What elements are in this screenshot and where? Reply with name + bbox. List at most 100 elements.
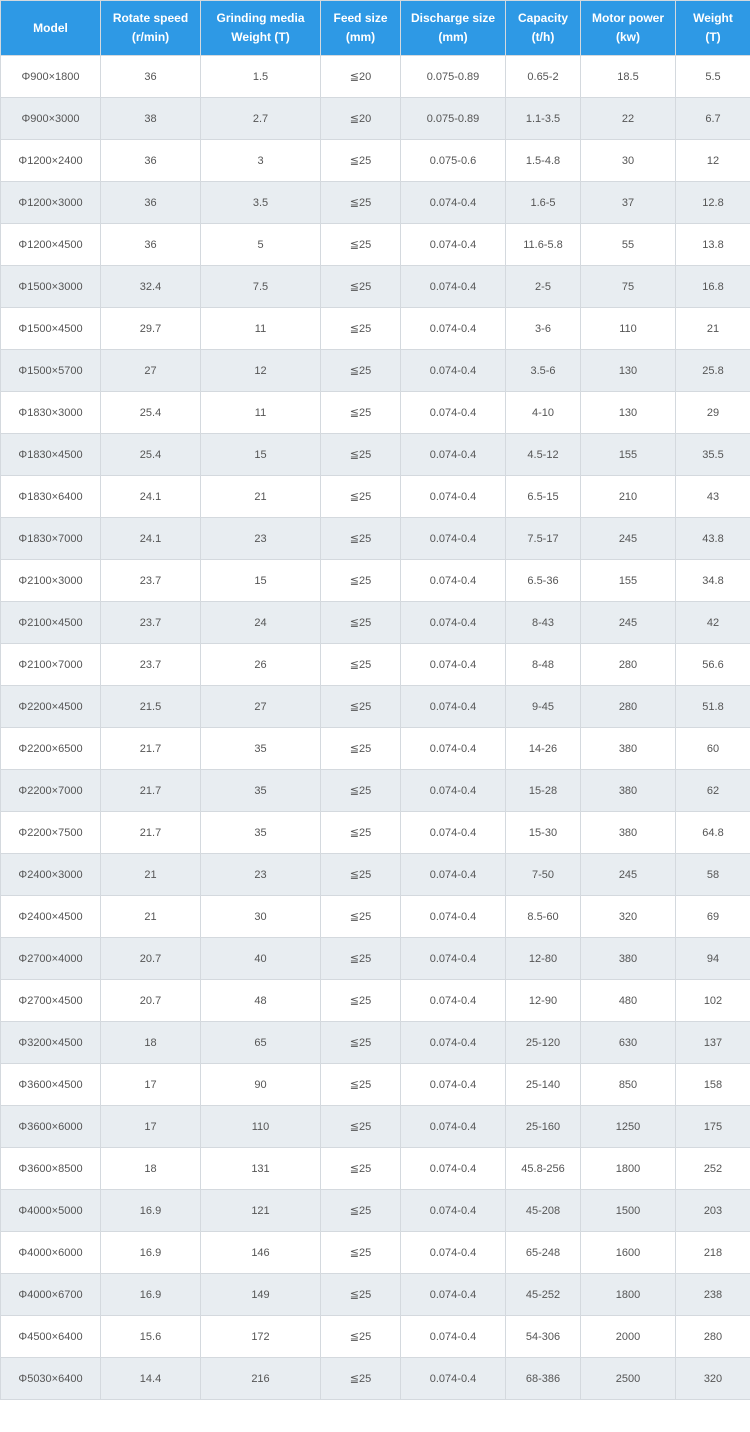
table-cell: 17 <box>101 1064 201 1106</box>
table-cell: 21 <box>101 854 201 896</box>
table-cell: 110 <box>581 308 676 350</box>
table-cell: ≦25 <box>321 644 401 686</box>
table-cell: 16.9 <box>101 1190 201 1232</box>
table-row: Φ3600×850018131≦250.074-0.445.8-25618002… <box>1 1148 750 1190</box>
table-cell: 480 <box>581 980 676 1022</box>
table-cell: 18 <box>101 1022 201 1064</box>
table-cell: 158 <box>676 1064 750 1106</box>
table-cell: 850 <box>581 1064 676 1106</box>
table-cell: Φ900×3000 <box>1 98 101 140</box>
table-cell: 68-386 <box>506 1358 581 1400</box>
table-cell: Φ2400×3000 <box>1 854 101 896</box>
table-cell: 29.7 <box>101 308 201 350</box>
table-cell: Φ900×1800 <box>1 56 101 98</box>
header-unit: (kw) <box>616 30 640 44</box>
table-cell: 23.7 <box>101 602 201 644</box>
table-cell: 24.1 <box>101 518 201 560</box>
table-cell: 65-248 <box>506 1232 581 1274</box>
table-cell: 0.075-0.6 <box>401 140 506 182</box>
table-row: Φ3600×600017110≦250.074-0.425-1601250175 <box>1 1106 750 1148</box>
table-cell: 3-6 <box>506 308 581 350</box>
table-cell: 320 <box>676 1358 750 1400</box>
table-cell: Φ1830×4500 <box>1 434 101 476</box>
table-cell: ≦25 <box>321 686 401 728</box>
table-row: Φ1830×450025.415≦250.074-0.44.5-1215535.… <box>1 434 750 476</box>
table-row: Φ2100×700023.726≦250.074-0.48-4828056.6 <box>1 644 750 686</box>
table-cell: 30 <box>201 896 321 938</box>
table-row: Φ2700×450020.748≦250.074-0.412-90480102 <box>1 980 750 1022</box>
table-row: Φ1830×700024.123≦250.074-0.47.5-1724543.… <box>1 518 750 560</box>
table-cell: 0.074-0.4 <box>401 896 506 938</box>
header-unit: (t/h) <box>532 30 555 44</box>
header-text: Model <box>33 21 68 35</box>
table-cell: 1800 <box>581 1274 676 1316</box>
table-cell: 51.8 <box>676 686 750 728</box>
table-cell: 0.074-0.4 <box>401 476 506 518</box>
table-row: Φ4000×600016.9146≦250.074-0.465-24816002… <box>1 1232 750 1274</box>
table-cell: ≦25 <box>321 434 401 476</box>
table-cell: ≦25 <box>321 1190 401 1232</box>
table-cell: 90 <box>201 1064 321 1106</box>
table-row: Φ2700×400020.740≦250.074-0.412-8038094 <box>1 938 750 980</box>
col-header-capacity: Capacity(t/h) <box>506 1 581 56</box>
table-cell: Φ2200×4500 <box>1 686 101 728</box>
table-cell: 137 <box>676 1022 750 1064</box>
table-cell: ≦25 <box>321 224 401 266</box>
col-header-power: Motor power (kw) <box>581 1 676 56</box>
table-cell: 13.8 <box>676 224 750 266</box>
table-cell: 6.5-15 <box>506 476 581 518</box>
table-cell: 43 <box>676 476 750 518</box>
table-cell: 21.7 <box>101 770 201 812</box>
table-cell: ≦25 <box>321 1148 401 1190</box>
table-cell: ≦25 <box>321 350 401 392</box>
table-cell: 210 <box>581 476 676 518</box>
spec-table: Model Rotate speed(r/min) Grinding media… <box>0 0 750 1400</box>
table-cell: 20.7 <box>101 980 201 1022</box>
table-cell: 29 <box>676 392 750 434</box>
table-cell: 0.074-0.4 <box>401 938 506 980</box>
header-text: Weight <box>693 11 733 25</box>
table-cell: 32.4 <box>101 266 201 308</box>
table-cell: 36 <box>101 224 201 266</box>
table-cell: 280 <box>676 1316 750 1358</box>
table-cell: 0.074-0.4 <box>401 518 506 560</box>
table-head: Model Rotate speed(r/min) Grinding media… <box>1 1 750 56</box>
table-cell: ≦25 <box>321 938 401 980</box>
table-cell: 7-50 <box>506 854 581 896</box>
table-cell: Φ4000×6000 <box>1 1232 101 1274</box>
table-cell: 252 <box>676 1148 750 1190</box>
table-cell: 15 <box>201 434 321 476</box>
table-row: Φ900×3000382.7≦200.075-0.891.1-3.5226.7 <box>1 98 750 140</box>
table-cell: 23.7 <box>101 560 201 602</box>
table-cell: 218 <box>676 1232 750 1274</box>
table-cell: Φ2200×7500 <box>1 812 101 854</box>
table-cell: 94 <box>676 938 750 980</box>
col-header-model: Model <box>1 1 101 56</box>
table-cell: 0.074-0.4 <box>401 686 506 728</box>
table-cell: 320 <box>581 896 676 938</box>
table-cell: 25.8 <box>676 350 750 392</box>
table-cell: 2500 <box>581 1358 676 1400</box>
table-cell: 65 <box>201 1022 321 1064</box>
table-cell: 8.5-60 <box>506 896 581 938</box>
table-cell: 22 <box>581 98 676 140</box>
table-cell: Φ2400×4500 <box>1 896 101 938</box>
table-cell: ≦25 <box>321 392 401 434</box>
col-header-media: Grinding mediaWeight (T) <box>201 1 321 56</box>
table-row: Φ1200×4500365≦250.074-0.411.6-5.85513.8 <box>1 224 750 266</box>
table-cell: 58 <box>676 854 750 896</box>
table-cell: 36 <box>101 140 201 182</box>
table-cell: 11.6-5.8 <box>506 224 581 266</box>
header-text: Motor power <box>592 11 664 25</box>
col-header-feed: Feed size(mm) <box>321 1 401 56</box>
table-cell: 1.1-3.5 <box>506 98 581 140</box>
table-cell: 15-30 <box>506 812 581 854</box>
table-cell: 25-160 <box>506 1106 581 1148</box>
table-cell: 26 <box>201 644 321 686</box>
table-cell: 23 <box>201 854 321 896</box>
table-cell: 34.8 <box>676 560 750 602</box>
table-cell: ≦25 <box>321 266 401 308</box>
table-cell: 238 <box>676 1274 750 1316</box>
table-cell: 45-252 <box>506 1274 581 1316</box>
table-row: Φ1500×57002712≦250.074-0.43.5-613025.8 <box>1 350 750 392</box>
